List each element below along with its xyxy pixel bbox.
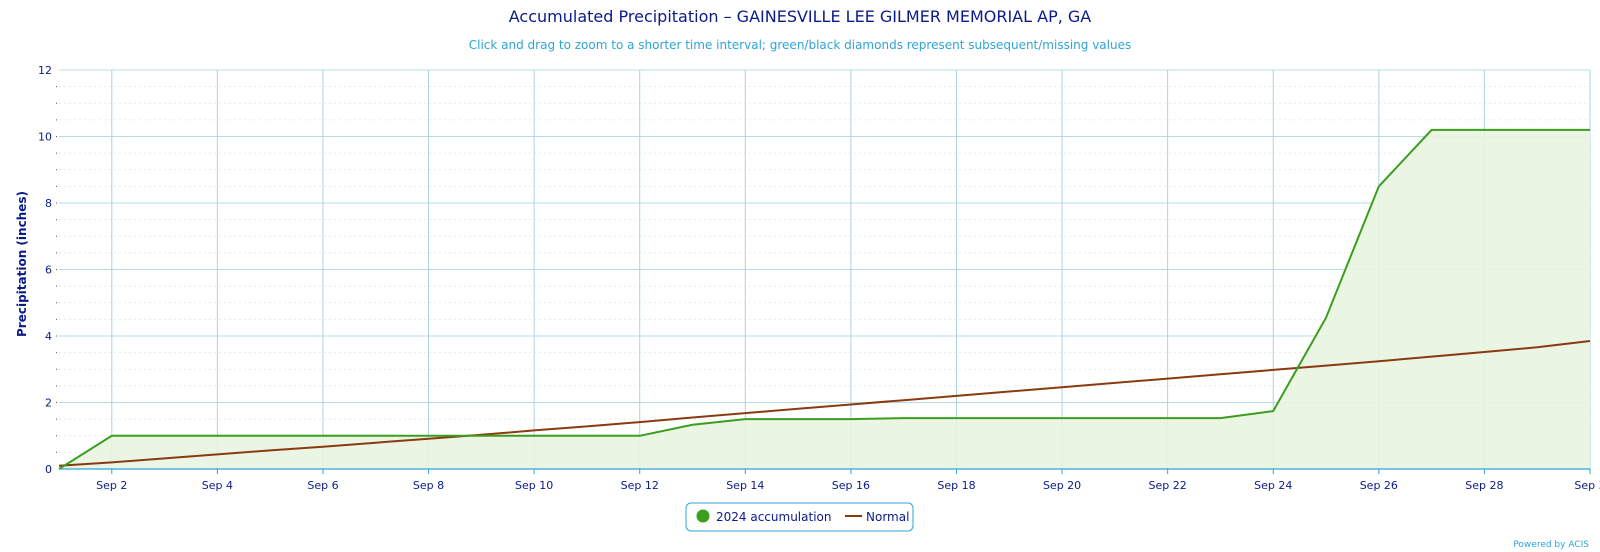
point-2024[interactable] (1059, 415, 1065, 421)
point-2024[interactable] (1217, 415, 1223, 421)
point-normal[interactable] (1217, 371, 1223, 377)
y-tick-label: 2 (45, 397, 52, 410)
point-2024[interactable] (109, 433, 115, 439)
x-tick-label: Sep 3 (1574, 479, 1600, 492)
point-2024[interactable] (1323, 315, 1329, 321)
point-2024[interactable] (953, 415, 959, 421)
point-normal[interactable] (373, 440, 379, 446)
point-normal[interactable] (1006, 389, 1012, 395)
point-2024[interactable] (1165, 415, 1171, 421)
point-2024[interactable] (1587, 127, 1593, 133)
legend-item-2024[interactable]: 2024 accumulation (696, 509, 832, 525)
legend-label-2024: 2024 accumulation (716, 510, 831, 524)
point-normal[interactable] (267, 447, 273, 453)
point-normal[interactable] (901, 397, 907, 403)
point-normal[interactable] (637, 419, 643, 425)
point-normal[interactable] (848, 401, 854, 407)
point-normal[interactable] (795, 406, 801, 412)
point-normal[interactable] (426, 436, 432, 442)
point-normal[interactable] (1165, 376, 1171, 382)
point-normal[interactable] (690, 414, 696, 420)
point-normal[interactable] (214, 451, 220, 457)
x-tick-label: Sep 22 (1149, 479, 1187, 492)
x-tick-label: Sep 8 (413, 479, 444, 492)
point-2024[interactable] (584, 433, 590, 439)
point-normal[interactable] (109, 459, 115, 465)
point-normal[interactable] (1587, 338, 1593, 344)
legend-box (685, 502, 914, 532)
point-2024[interactable] (1112, 415, 1118, 421)
point-2024[interactable] (901, 415, 907, 421)
point-2024[interactable] (637, 433, 643, 439)
point-normal[interactable] (531, 427, 537, 433)
point-normal[interactable] (1323, 363, 1329, 369)
point-normal[interactable] (162, 455, 168, 461)
point-normal[interactable] (953, 393, 959, 399)
y-tick-label: 4 (45, 330, 52, 343)
series-2024-line[interactable] (58, 128, 1590, 470)
legend-marker-2024 (696, 509, 710, 523)
point-2024[interactable] (848, 416, 854, 422)
point-2024[interactable] (795, 416, 801, 422)
x-tick-label: Sep 10 (515, 479, 553, 492)
y-tick-label: 6 (45, 264, 52, 277)
point-2024[interactable] (373, 433, 379, 439)
x-tick-label: Sep 20 (1043, 479, 1081, 492)
point-2024[interactable] (531, 433, 537, 439)
point-2024[interactable] (320, 433, 326, 439)
y-tick-label: 10 (38, 131, 52, 144)
point-normal[interactable] (1270, 367, 1276, 373)
chart-subtitle: Click and drag to zoom to a shorter time… (469, 38, 1131, 52)
x-tick-label: Sep 4 (202, 479, 233, 492)
point-normal[interactable] (1376, 358, 1382, 364)
legend[interactable]: 2024 accumulation Normal (685, 502, 914, 532)
credit-link[interactable]: Powered by ACIS (1513, 540, 1589, 550)
x-tick-label: Sep 18 (937, 479, 975, 492)
point-normal[interactable] (1059, 384, 1065, 390)
point-2024[interactable] (1534, 127, 1540, 133)
point-normal[interactable] (56, 463, 62, 469)
legend-item-normal[interactable]: Normal (845, 510, 909, 524)
point-2024[interactable] (1481, 127, 1487, 133)
point-2024[interactable] (1270, 408, 1276, 414)
x-tick-label: Sep 2 (96, 479, 127, 492)
point-2024[interactable] (1006, 415, 1012, 421)
x-tick-label: Sep 28 (1465, 479, 1503, 492)
point-normal[interactable] (742, 410, 748, 416)
point-2024[interactable] (1429, 127, 1435, 133)
series-normal-line[interactable] (58, 340, 1591, 467)
y-tick-label: 0 (45, 463, 52, 476)
x-tick-label: Sep 16 (832, 479, 870, 492)
y-tick-label: 8 (45, 197, 52, 210)
point-normal[interactable] (1481, 349, 1487, 355)
axes: 0 2 4 6 8 10 12 Sep 2 Sep 4 Sep 6 Sep 8 Sep 10 Sep 1… (38, 64, 1600, 492)
x-tick-label: Sep 6 (307, 479, 338, 492)
chart-title: Accumulated Precipitation – GAINESVILLE … (509, 7, 1092, 26)
point-2024[interactable] (742, 416, 748, 422)
y-axis-label: Precipitation (inches) (15, 191, 29, 337)
point-normal[interactable] (1534, 344, 1540, 350)
series-2024-area (59, 129, 1590, 469)
point-normal[interactable] (584, 423, 590, 429)
point-normal[interactable] (320, 444, 326, 450)
point-normal[interactable] (1429, 354, 1435, 360)
plot-area[interactable] (56, 127, 1593, 472)
legend-label-normal: Normal (866, 510, 909, 524)
point-2024[interactable] (267, 433, 273, 439)
point-normal[interactable] (1112, 380, 1118, 386)
point-2024[interactable] (162, 433, 168, 439)
x-tick-label: Sep 24 (1254, 479, 1292, 492)
point-normal[interactable] (478, 432, 484, 438)
x-tick-label: Sep 14 (726, 479, 764, 492)
point-2024[interactable] (214, 433, 220, 439)
x-tick-label: Sep 26 (1360, 479, 1398, 492)
y-tick-label: 12 (38, 64, 52, 77)
x-tick-label: Sep 12 (621, 479, 659, 492)
point-2024[interactable] (690, 422, 696, 428)
point-2024[interactable] (1376, 183, 1382, 189)
